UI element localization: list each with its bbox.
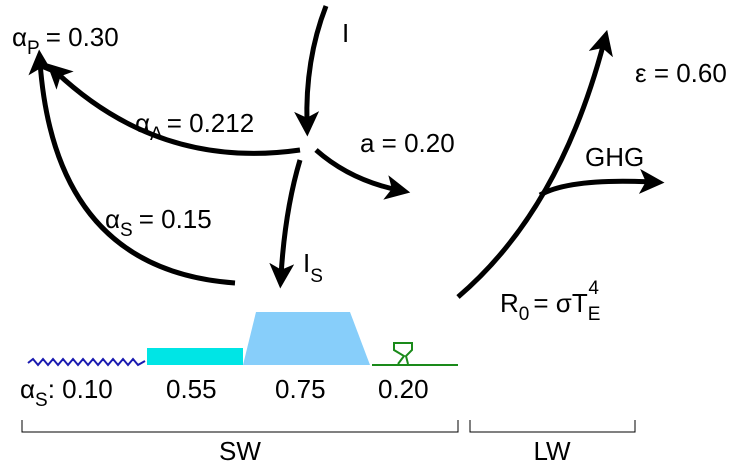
label-part: 0 xyxy=(519,304,530,325)
ghg: GHG xyxy=(585,142,644,172)
band-label: LW xyxy=(533,436,571,465)
is-arrow xyxy=(269,159,303,289)
label-part: S xyxy=(310,266,323,287)
band-label: SW xyxy=(219,436,261,465)
label-part: S xyxy=(35,390,48,411)
i-s: IS xyxy=(303,248,323,287)
label-part: P xyxy=(27,38,40,59)
label-part: α xyxy=(135,108,150,138)
label-part: E xyxy=(588,304,601,325)
surface-first: αS: 0.10 xyxy=(20,374,113,411)
ghg-arrow xyxy=(538,168,665,198)
label-part: A xyxy=(150,124,163,145)
label-part: S xyxy=(120,220,133,241)
label-part: I xyxy=(303,248,310,278)
surface-value: 0.75 xyxy=(275,374,326,404)
label-part: = 0.15 xyxy=(139,204,212,234)
label-part: 4 xyxy=(588,278,599,299)
sw-bracket xyxy=(21,420,459,433)
alpha-p: αP = 0.30 xyxy=(12,22,119,59)
label-part: : 0.10 xyxy=(48,374,113,404)
lw-bracket xyxy=(469,420,636,433)
incident: I xyxy=(342,18,349,48)
alpha-a: αA = 0.212 xyxy=(135,108,254,145)
label-part: α xyxy=(12,22,27,52)
label-part: = 0.212 xyxy=(167,108,254,138)
label-part: R xyxy=(500,288,519,318)
atmos-arrow xyxy=(46,63,301,156)
epsilon: ε = 0.60 xyxy=(635,58,727,88)
arrows xyxy=(28,5,665,299)
tree xyxy=(393,342,413,365)
label-part: = σT xyxy=(533,288,587,318)
surface-value: 0.55 xyxy=(166,374,217,404)
r0: R0 = σTE 4 xyxy=(500,278,600,325)
label-part: = 0.30 xyxy=(46,22,119,52)
label-part: α xyxy=(20,374,35,404)
surface-value: 0.20 xyxy=(378,374,429,404)
ice xyxy=(243,312,370,365)
alpha-s: αS = 0.15 xyxy=(105,204,212,241)
albedo-a: a = 0.20 xyxy=(360,128,455,158)
label-part: α xyxy=(105,204,120,234)
land xyxy=(147,348,243,365)
incident-arrow xyxy=(294,5,329,137)
ocean xyxy=(27,357,146,367)
lw-arrow xyxy=(456,29,613,299)
surface-arrow xyxy=(28,49,236,286)
absorb-arrow xyxy=(314,148,411,200)
